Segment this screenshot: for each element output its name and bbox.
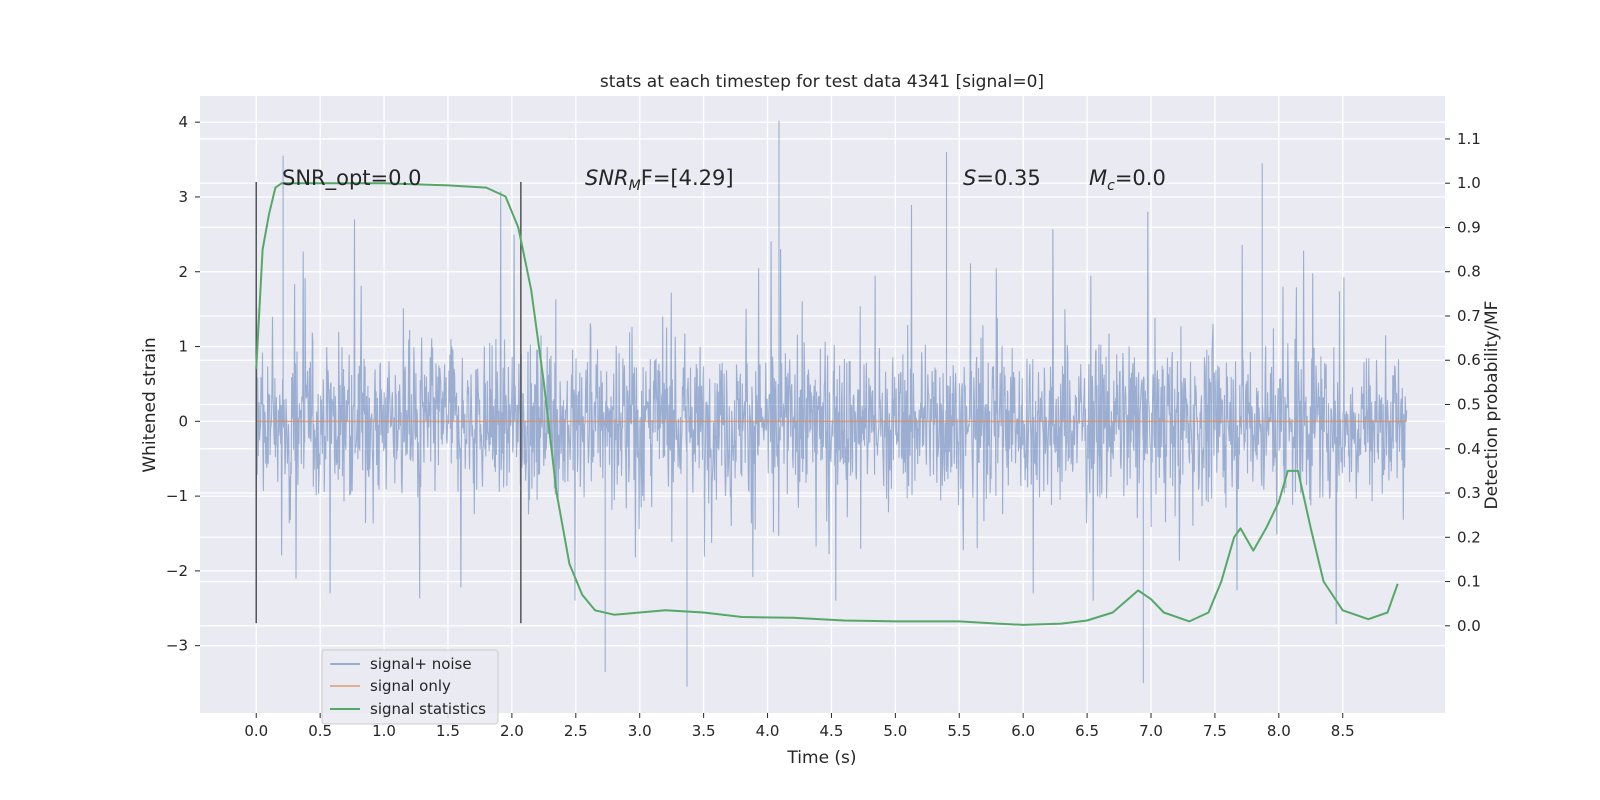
legend-label-signal-statistics: signal statistics [370,700,486,718]
annotation-snr-mf-base: SNR [585,166,629,190]
x-tick-label-9: 4.5 [820,722,844,740]
plot-area [200,96,1445,713]
annotation-s-base: S [963,166,976,190]
y-tick-label-7: 4 [178,113,188,131]
line-signal-noise [255,120,1408,687]
x-tick-label-0: 0.0 [244,722,268,740]
x-tick-label-8: 4.0 [756,722,780,740]
x-tick-label-5: 2.5 [564,722,588,740]
y-tick-label-0: −3 [166,637,188,655]
y2-tick-label-5: 0.5 [1457,396,1481,414]
legend-label-signal-only: signal only [370,677,451,695]
x-tick-label-16: 8.0 [1267,722,1291,740]
x-tick-label-12: 6.0 [1011,722,1035,740]
y-tick-label-4: 1 [178,338,188,356]
y2-tick-label-11: 1.1 [1457,130,1481,148]
y-tick-label-1: −2 [166,562,188,580]
y2-tick-label-1: 0.1 [1457,573,1481,591]
y2-tick-label-6: 0.6 [1457,351,1481,369]
y2-axis-label: Detection probability/MF [1482,301,1502,510]
annotation-snr-mf: SNRMF=[4.29] [585,166,734,194]
y-tick-label-6: 3 [178,188,188,206]
marker-lines [255,182,522,624]
x-tick-label-10: 5.0 [883,722,907,740]
series-signal-statistics [255,182,1399,626]
x-tick-label-17: 8.5 [1331,722,1355,740]
legend-label-signal-noise: signal+ noise [370,655,472,673]
legend: signal+ noise signal only signal statist… [321,649,499,725]
annotation-mc-sub: c [1107,178,1115,194]
annotation-s-rest: =0.35 [976,166,1040,190]
x-tick-label-14: 7.0 [1139,722,1163,740]
annotation-mc-rest: =0.0 [1115,166,1166,190]
annotation-mc: Mc=0.0 [1089,166,1166,194]
annotation-mc-base: M [1089,166,1107,190]
y2-tick-label-0: 0.0 [1457,617,1481,635]
y2-axis-ticks: 0.0 0.1 0.2 0.3 0.4 0.5 0.6 0.7 0.8 0.9 1.0 1.1 [1445,130,1481,635]
y2-tick-label-7: 0.7 [1457,307,1481,325]
annotation-s: S=0.35 [963,166,1041,190]
y-axis-label: Whitened strain [140,337,160,472]
x-tick-label-2: 1.0 [372,722,396,740]
x-axis-label: Time (s) [786,748,856,768]
legend-box [321,649,499,725]
x-tick-label-13: 6.5 [1075,722,1099,740]
series-signal-noise [255,120,1408,687]
y2-tick-label-2: 0.2 [1457,528,1481,546]
chart-title: stats at each timestep for test data 434… [600,72,1044,92]
y2-tick-label-9: 0.9 [1457,218,1481,236]
line-signal-statistics [255,182,1399,626]
x-tick-label-7: 3.5 [692,722,716,740]
annotation-snr-opt: SNR_opt=0.0 [282,166,422,191]
x-tick-label-6: 3.0 [628,722,652,740]
y2-tick-label-8: 0.8 [1457,263,1481,281]
annotation-snr-mf-sub: M [629,178,641,194]
y-tick-label-2: −1 [166,487,188,505]
y-tick-label-5: 2 [178,263,188,281]
y-axis-ticks: −3 −2 −1 0 1 2 3 4 [166,113,200,655]
y2-tick-label-3: 0.3 [1457,484,1481,502]
y-tick-label-3: 0 [178,412,188,430]
annotations: SNR_opt=0.0 SNRMF=[4.29] S=0.35 Mc=0.0 [282,166,1166,194]
x-tick-label-3: 1.5 [436,722,460,740]
y2-tick-label-10: 1.0 [1457,174,1481,192]
y2-tick-label-4: 0.4 [1457,440,1481,458]
x-tick-label-11: 5.5 [947,722,971,740]
x-tick-label-1: 0.5 [308,722,332,740]
x-tick-label-15: 7.5 [1203,722,1227,740]
x-axis-ticks: 0.0 0.5 1.0 1.5 2.0 2.5 3.0 3.5 4.0 4.5 5.0 5.5 6.0 6… [244,713,1355,740]
annotation-snr-mf-rest: F=[4.29] [641,166,734,190]
x-tick-label-4: 2.0 [500,722,524,740]
